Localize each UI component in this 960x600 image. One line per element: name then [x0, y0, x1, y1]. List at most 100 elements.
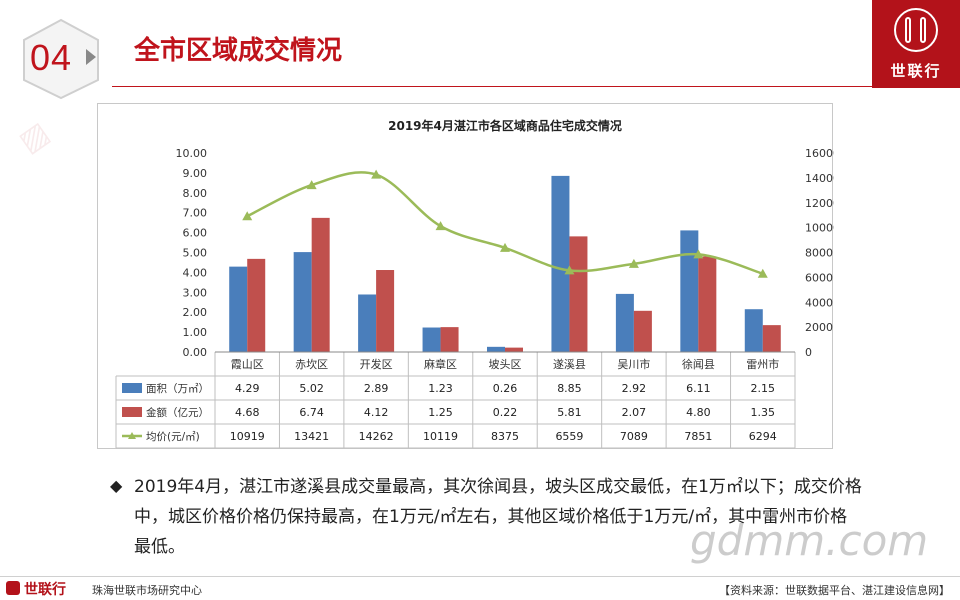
bar-area: [680, 230, 699, 352]
price-marker: [693, 249, 704, 259]
price-marker: [500, 242, 510, 252]
table-cell-value: 6294: [749, 430, 777, 443]
section-badge: 04: [20, 18, 102, 100]
category-label: 坡头区: [489, 358, 522, 371]
footer-brand: 世联行: [24, 582, 66, 598]
left-axis-tick-label: 6.00: [183, 227, 208, 240]
left-axis-tick-label: 0.00: [183, 346, 208, 359]
price-marker: [757, 268, 768, 278]
left-axis-tick-label: 3.00: [183, 286, 208, 299]
right-axis-tick-label: 12000: [805, 197, 834, 210]
bar-amount: [440, 327, 459, 352]
category-label: 雷州市: [746, 357, 779, 371]
chart-frame: 2019年4月湛江市各区域商品住宅成交情况 0.00 1.00 2.00 3.00 4.0…: [97, 103, 834, 449]
chart-title: 2019年4月湛江市各区域商品住宅成交情况: [388, 118, 622, 133]
table-cell-value: 2.15: [751, 382, 776, 395]
table-cell-value: 1.35: [751, 406, 776, 419]
category-label: 麻章区: [424, 357, 457, 371]
bar-area: [551, 175, 570, 352]
hexagon-icon: [23, 18, 99, 100]
bar-amount: [569, 236, 588, 352]
table-cell-value: 6.11: [686, 382, 711, 395]
bar-amount: [376, 270, 395, 352]
footer-divider: [0, 576, 960, 577]
brand-logo: 世联行: [872, 0, 960, 88]
category-label: 开发区: [360, 357, 393, 371]
table-cell-value: 5.02: [299, 382, 324, 395]
bar-amount: [247, 258, 266, 352]
table-cell-value: 10119: [423, 430, 458, 443]
bar-amount: [698, 256, 717, 352]
category-label: 霞山区: [231, 358, 264, 371]
summary-text: 2019年4月，湛江市遂溪县成交量最高，其次徐闻县，坡头区成交最低，在1万㎡以下…: [134, 477, 862, 557]
right-axis-tick-label: 8000: [805, 247, 833, 260]
table-cell-value: 14262: [359, 430, 394, 443]
right-axis-tick-label: 0: [805, 346, 812, 359]
legend-key-amount: [122, 407, 142, 417]
category-label: 遂溪县: [553, 357, 586, 371]
table-cell-value: 2.92: [622, 382, 647, 395]
bar-area: [293, 252, 312, 352]
legend-label: 均价(元/㎡): [146, 431, 200, 443]
price-marker: [306, 180, 317, 190]
left-axis-tick-label: 8.00: [183, 187, 208, 200]
table-cell-value: 7851: [684, 430, 712, 443]
bar-area: [358, 294, 377, 352]
section-number: 04: [30, 37, 73, 78]
table-cell-value: 8.85: [557, 382, 582, 395]
play-arrow-icon: [86, 49, 96, 65]
legend-key-area: [122, 383, 142, 393]
table-cell-value: 1.25: [428, 406, 453, 419]
footer-logo-icon: [6, 581, 20, 595]
bar-amount: [505, 347, 523, 352]
footer-source: 【资料来源：世联数据平台、湛江建设信息网】: [719, 584, 950, 597]
bar-amount: [633, 310, 652, 352]
bar-area: [744, 309, 763, 352]
left-axis-tick-label: 10.00: [176, 147, 208, 160]
bar-area: [229, 266, 248, 352]
brand-emblem-icon: [894, 8, 938, 52]
right-axis-tick-label: 10000: [805, 222, 834, 235]
table-cell-value: 4.29: [235, 382, 260, 395]
combo-chart: 2019年4月湛江市各区域商品住宅成交情况 0.00 1.00 2.00 3.00 4.0…: [115, 118, 834, 449]
left-axis-tick-label: 7.00: [183, 207, 208, 220]
bar-area: [487, 346, 505, 352]
left-axis-tick-label: 9.00: [183, 167, 208, 180]
right-axis-tick-label: 14000: [805, 172, 834, 185]
bar-area: [615, 293, 634, 352]
site-watermark: gdmm.com: [690, 516, 929, 565]
bar-area: [422, 327, 441, 352]
left-axis-tick-label: 5.00: [183, 247, 208, 260]
diamond-bullet-icon: ◆: [110, 476, 123, 495]
bar-amount: [311, 217, 330, 352]
price-marker: [564, 265, 575, 275]
table-cell-value: 0.22: [493, 406, 518, 419]
table-cell-value: 0.26: [493, 382, 518, 395]
table-cell-value: 6.74: [299, 406, 324, 419]
left-axis-tick-label: 2.00: [183, 306, 208, 319]
price-marker: [242, 211, 253, 221]
table-cell-value: 2.07: [622, 406, 647, 419]
table-cell-value: 2.89: [364, 382, 389, 395]
table-cell-value: 8375: [491, 430, 519, 443]
bar-amount: [762, 325, 781, 352]
legend-key-marker: [128, 432, 136, 439]
price-marker: [628, 258, 639, 268]
title-underline: [112, 86, 872, 87]
table-cell-value: 13421: [294, 430, 329, 443]
legend-label: 金额（亿元）: [146, 406, 209, 419]
right-axis-tick-label: 6000: [805, 271, 833, 284]
right-axis-tick-label: 4000: [805, 296, 833, 309]
table-cell-value: 10919: [230, 430, 265, 443]
page-title: 全市区域成交情况: [134, 36, 343, 66]
left-axis-tick-label: 1.00: [183, 326, 208, 339]
left-axis-tick-label: 4.00: [183, 266, 208, 279]
table-cell-value: 6559: [555, 430, 583, 443]
right-axis-tick-label: 2000: [805, 321, 833, 334]
category-label: 徐闻县: [682, 357, 715, 371]
table-cell-value: 4.80: [686, 406, 711, 419]
price-marker: [371, 169, 382, 179]
table-cell-value: 4.12: [364, 406, 389, 419]
price-marker: [435, 221, 446, 231]
right-axis-tick-label: 16000: [805, 147, 834, 160]
